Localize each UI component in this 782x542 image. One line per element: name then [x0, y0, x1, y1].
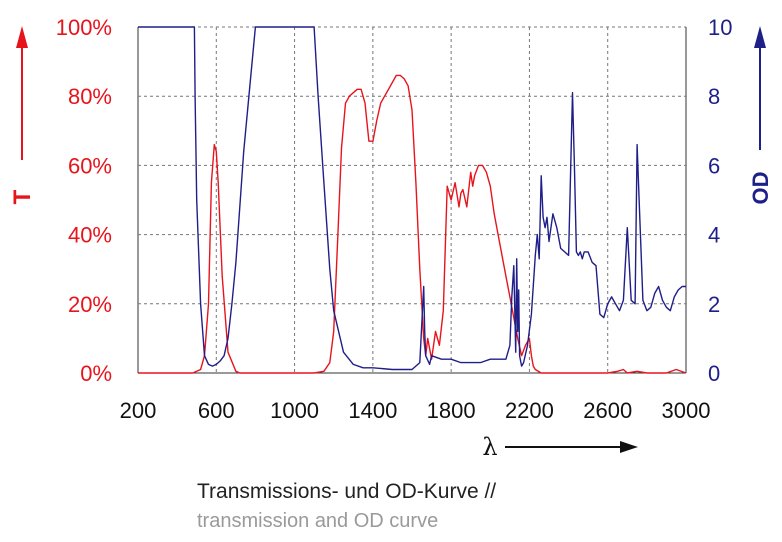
- y-right-tick-label: 0: [708, 361, 720, 386]
- caption-english: transmission and OD curve: [197, 510, 439, 532]
- x-tick-label: 1800: [427, 398, 476, 423]
- x-tick-label: 2600: [583, 398, 632, 423]
- y-left-tick-label: 100%: [56, 15, 112, 40]
- x-tick-label: 3000: [662, 398, 711, 423]
- x-axis-title: λ: [482, 433, 497, 461]
- caption-german: Transmissions- und OD-Kurve //: [197, 480, 497, 503]
- right-axis-title: OD: [748, 172, 773, 205]
- x-axis-title-group: λ: [482, 433, 638, 461]
- right-axis-arrow-head-icon: [754, 26, 766, 48]
- y-right-tick-label: 2: [708, 292, 720, 317]
- y-right-tick-label: 6: [708, 153, 720, 178]
- x-axis-arrow-head-icon: [620, 441, 638, 453]
- x-tick-label: 600: [198, 398, 235, 423]
- y-left-tick-label: 0%: [80, 361, 112, 386]
- y-left-tick-label: 20%: [68, 292, 112, 317]
- series-layer: [138, 26, 687, 374]
- y-right-tick-label: 10: [708, 15, 732, 40]
- y-left-tick-label: 80%: [68, 84, 112, 109]
- x-tick-label: 1400: [348, 398, 397, 423]
- gridlines: [137, 26, 687, 374]
- y-right-tick-label: 8: [708, 84, 720, 109]
- ticks-layer: 0% 20% 40% 60% 80% 100% 0 2 4 6 8 10 200 600 1000 1400 1…: [56, 15, 733, 423]
- left-axis-title: T: [9, 189, 36, 204]
- y-left-tick-label: 60%: [68, 153, 112, 178]
- y-right-tick-label: 4: [708, 223, 720, 248]
- right-axis-title-group: OD: [748, 26, 773, 205]
- x-tick-label: 2200: [505, 398, 554, 423]
- series-line-od: [138, 26, 686, 371]
- left-axis-title-group: T: [9, 26, 36, 204]
- y-left-tick-label: 40%: [68, 223, 112, 248]
- x-tick-label: 200: [120, 398, 157, 423]
- x-tick-label: 1000: [270, 398, 319, 423]
- series-line-transmission: [138, 74, 687, 374]
- left-axis-arrow-head-icon: [16, 26, 28, 48]
